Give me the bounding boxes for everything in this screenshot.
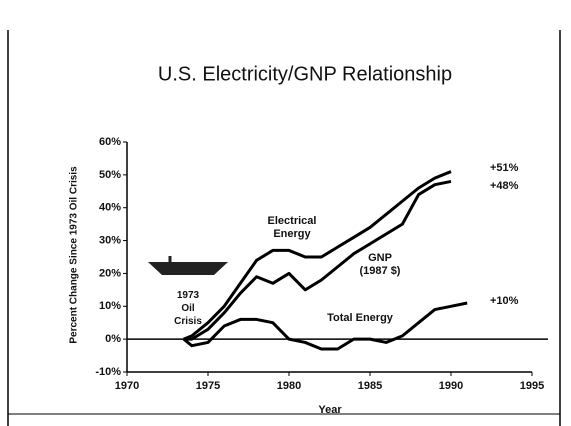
y-tick-label: 40%	[99, 202, 121, 214]
series-label: GNP (1987 $)	[360, 252, 401, 277]
y-tick-label: 0%	[105, 333, 121, 345]
y-tick-label: 50%	[99, 169, 121, 181]
line-series	[183, 179, 452, 341]
x-tick-label: 1985	[358, 380, 382, 392]
x-tick-label: 1975	[196, 380, 220, 392]
oil-crisis-icon	[148, 262, 228, 275]
y-tick-label: 60%	[99, 136, 121, 148]
y-tick-label: 20%	[99, 267, 121, 279]
series-label: Total Energy	[327, 312, 394, 324]
x-tick-label: 1980	[277, 380, 301, 392]
x-tick-label: 1990	[439, 380, 463, 392]
series-label: Electrical Energy	[268, 215, 317, 240]
annotation: +10%	[490, 295, 519, 307]
chart-title: U.S. Electricity/GNP Relationship	[158, 63, 452, 85]
y-axis-label: Percent Change Since 1973 Oil Crisis	[69, 166, 80, 344]
annotation: +48%	[490, 180, 519, 192]
y-tick-label: 10%	[99, 300, 121, 312]
annotation: +51%	[490, 162, 519, 174]
annotation: 1973 Oil Crisis	[174, 290, 202, 327]
x-tick-label: 1995	[520, 380, 544, 392]
y-tick-label: 30%	[99, 234, 121, 246]
line-series	[182, 301, 468, 351]
y-tick-label: -10%	[95, 366, 121, 378]
line-series	[183, 170, 452, 341]
x-axis-label: Year	[318, 404, 342, 416]
x-tick-label: 1970	[115, 380, 139, 392]
